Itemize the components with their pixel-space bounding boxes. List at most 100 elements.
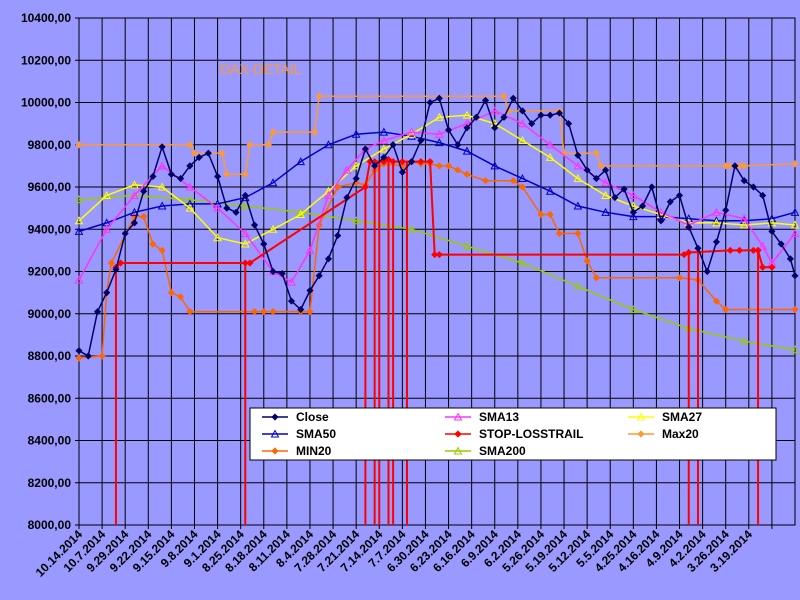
data-point [74,275,84,284]
data-point [767,214,777,223]
data-point [130,219,138,227]
data-point [749,246,757,254]
data-point [185,182,195,191]
data-point [296,157,306,166]
data-point [791,305,799,314]
data-point [417,158,425,166]
data-point [398,158,406,166]
data-point [223,204,231,212]
y-tick-label: 8200,00 [28,476,72,490]
data-point [102,190,112,199]
data-point [749,183,757,191]
data-point [334,232,342,240]
data-point [528,120,536,128]
data-point [555,109,563,117]
data-point [379,127,389,136]
data-point [545,152,555,161]
data-point [343,193,351,202]
data-point [722,305,730,314]
data-point [240,201,250,210]
data-point [518,107,527,115]
data-point [583,166,591,174]
legend-label: SMA27 [662,410,702,424]
data-point [185,195,195,204]
data-point [592,174,600,183]
data-point [481,96,490,104]
legend-swatch-marker [453,446,463,455]
data-point [675,274,684,282]
series-sma50 [74,127,800,235]
legend-label: Max20 [662,427,699,441]
data-point [434,112,444,121]
data-point [380,153,388,161]
data-point [351,216,361,225]
data-point [140,213,148,221]
data-point [740,177,748,185]
series-max20 [75,92,799,178]
data-point [573,161,583,170]
data-point [74,226,84,235]
data-point [75,141,83,149]
data-point [417,136,425,145]
data-point [260,240,268,248]
data-point [324,255,333,263]
data-point [712,207,721,216]
data-point [726,162,734,170]
data-point [379,135,389,145]
data-point [195,153,203,161]
legend-label: SMA200 [479,444,526,458]
data-point [240,228,250,237]
legend-swatch-marker [271,413,279,421]
data-point [463,124,471,132]
data-point [74,216,84,225]
data-point [186,308,194,316]
data-point [573,173,583,183]
data-point [84,352,92,360]
data-point [218,149,226,157]
data-point [269,267,277,276]
data-point [268,178,278,187]
data-point [250,308,259,316]
legend: Close SMA13 SMA27 SMA50 STOP-LOSSTRAIL Max20 M… [249,407,777,461]
data-point [685,223,693,231]
data-point [264,141,272,149]
data-point [407,224,416,233]
data-point [790,207,800,216]
data-point [186,141,194,149]
data-point [601,178,610,187]
y-tick-label: 9400,00 [28,222,72,236]
legend-item-max20: Max20 [628,427,699,441]
data-point [130,180,139,189]
data-point [731,162,739,170]
y-tick-label: 8400,00 [28,434,72,448]
data-point [758,241,768,250]
data-point [213,203,222,212]
legend-item-stop-losstrail: STOP-LOSSTRAIL [445,427,583,441]
data-point [380,158,388,166]
y-tick-label: 10000,00 [21,96,71,110]
series-layer [74,92,800,525]
y-tick-label: 8800,00 [28,349,72,363]
data-point [712,297,721,305]
data-point [537,111,545,119]
data-point [786,255,794,263]
legend-label: MIN20 [296,444,332,458]
data-point [223,170,231,178]
data-point [611,193,619,202]
data-point [546,111,554,119]
data-point [75,347,83,355]
data-point [518,183,527,191]
data-point [186,162,194,170]
data-point [190,149,199,157]
data-point [791,272,799,280]
data-point [296,209,306,218]
data-point [500,113,508,121]
data-point [269,308,277,316]
data-point [555,229,563,238]
data-point [297,305,305,314]
data-point [241,259,249,267]
y-tick-label: 10200,00 [21,53,71,67]
legend-item-close: Close [262,410,329,424]
data-point [324,140,333,149]
